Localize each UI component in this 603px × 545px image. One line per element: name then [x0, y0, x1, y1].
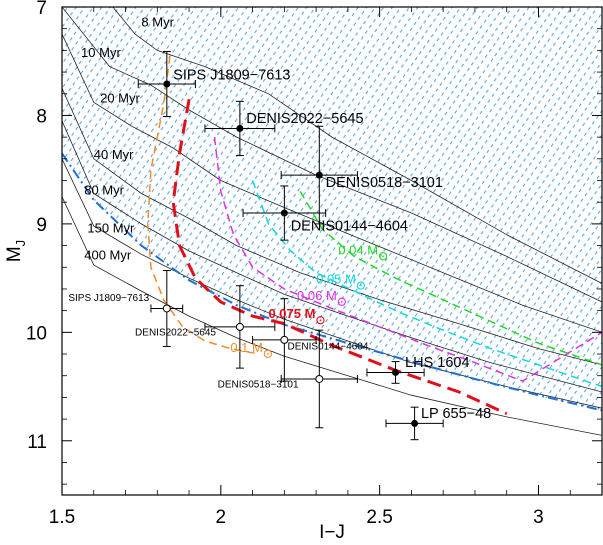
mass-track-line [251, 180, 602, 388]
mass-track-label: 0.1 M [230, 340, 263, 355]
data-point-filled [366, 361, 425, 384]
point-marker [315, 374, 324, 383]
object-label: DENIS2022−5645 [246, 111, 363, 127]
data-point-filled [204, 100, 276, 157]
y-axis-label-main: M [4, 246, 25, 262]
isochrone-label: 400 Myr [84, 248, 132, 263]
isochrone-label: 80 Myr [84, 183, 124, 198]
mass-track-label: 0.075 M [268, 306, 315, 321]
isochrone-line [62, 120, 602, 393]
data-point-open [150, 270, 184, 347]
y-tick-label: 8 [36, 106, 47, 127]
isochrone-lines [62, 7, 602, 436]
sun-symbol-dot [319, 319, 322, 322]
isochrone-label: 150 Myr [87, 221, 135, 236]
object-label: DENIS2022−5645 [135, 328, 216, 339]
x-tick-label: 2.5 [366, 507, 392, 528]
sun-symbol-dot [359, 284, 362, 287]
object-label: SIPS J1809−7613 [68, 293, 149, 304]
annotation-labels: 8 Myr 10 Myr 20 Myr 40 Myr 80 Myr 150 Myr 400 … [68, 15, 491, 422]
sun-symbol-dot [382, 255, 385, 258]
data-point-filled [385, 406, 444, 441]
isochrone-line [62, 196, 602, 436]
mass-track-line [299, 191, 602, 366]
isochrone-line [62, 33, 602, 333]
y-axis-label-sub: J [13, 240, 28, 247]
mass-track-line [171, 98, 508, 416]
y-axis-label: MJ [4, 240, 28, 262]
y-tick-label: 9 [36, 215, 47, 236]
point-marker [162, 304, 171, 313]
point-marker [411, 419, 419, 427]
svg-text:MJ: MJ [4, 240, 28, 262]
point-marker [392, 368, 400, 376]
data-point-open [252, 298, 317, 382]
mass-track-label: 0.06 M [297, 288, 337, 303]
isochrone-line [62, 7, 602, 303]
isochrone-label: 8 Myr [141, 15, 174, 30]
object-label: DENIS0144−4604 [288, 342, 369, 353]
data-point-filled [137, 50, 196, 118]
data-points [137, 50, 444, 441]
object-label: DENIS0518−3101 [326, 175, 443, 191]
data-point-filled [242, 185, 327, 241]
sun-symbol-dot [340, 300, 343, 303]
sun-symbol-icon [378, 252, 388, 261]
mass-track-label: 0.05 M [316, 272, 356, 287]
sun-symbol-icon [263, 349, 273, 359]
point-marker [280, 335, 289, 344]
object-label: DENIS0518−3101 [218, 380, 299, 391]
isochrone-label: 10 Myr [81, 45, 121, 60]
sun-symbol-icon [356, 281, 366, 290]
x-tick-label: 1.5 [49, 507, 75, 528]
point-marker [235, 322, 244, 331]
point-marker [280, 209, 288, 217]
isochrone-line [62, 88, 602, 366]
y-tick-label: 10 [26, 323, 47, 344]
plot-area [62, 7, 602, 441]
object-label: LP 655−48 [421, 406, 491, 422]
point-marker [236, 124, 244, 132]
object-label: LHS 1604 [405, 355, 470, 371]
mass-track-line [213, 137, 602, 382]
x-axis-label: I−J [319, 522, 345, 543]
mass-track-line [147, 55, 260, 355]
y-tick-label: 11 [27, 432, 47, 453]
axis-ticks: 1.5 2 2.5 3 7 8 9 10 11 [26, 0, 602, 528]
isochrone-label: 40 Myr [94, 147, 134, 162]
isochrone-line [112, 7, 602, 284]
x-tick-label: 3 [533, 507, 544, 528]
data-point-filled [280, 125, 358, 225]
data-point-open [280, 329, 358, 429]
x-tick-label: 2 [216, 507, 227, 528]
mass-tracks [147, 55, 602, 416]
isochrone-label: 20 Myr [100, 90, 140, 105]
sun-symbol-icon [337, 297, 346, 306]
y-tick-label: 7 [36, 0, 47, 19]
plot-frame [61, 6, 603, 496]
mass-track-label: 0.04 M [338, 242, 378, 257]
point-marker [163, 80, 171, 88]
data-point-open [204, 285, 276, 369]
sun-symbol-dot [266, 352, 269, 355]
sun-symbol-icon [316, 316, 325, 325]
object-label: SIPS J1809−7613 [173, 68, 290, 84]
object-label: DENIS0144−4604 [291, 218, 408, 234]
point-marker [315, 171, 323, 179]
shaded-region [62, 7, 602, 411]
